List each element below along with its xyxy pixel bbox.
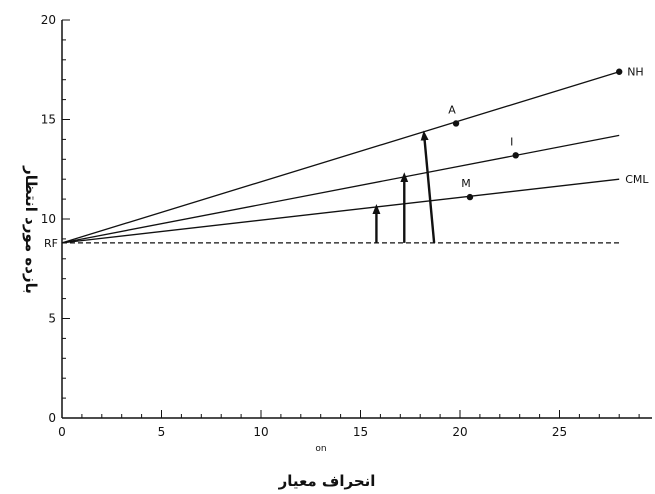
arrow-3 — [420, 130, 436, 243]
y-tick-label: 5 — [48, 312, 56, 326]
series-line-1 — [61, 134, 620, 244]
x-tick-label: 10 — [253, 425, 268, 439]
series-line-nh — [61, 71, 620, 244]
x-tick-label: 0 — [58, 425, 66, 439]
x-axis-fragment: on — [315, 444, 326, 454]
point-a — [452, 120, 460, 127]
point-label-m: M — [461, 177, 471, 190]
point-label-i: I — [510, 135, 513, 148]
point-label-a: A — [448, 103, 456, 116]
y-tick-label: 15 — [41, 113, 56, 127]
ticks: 0 5 10 15 20 0 5 10 15 20 25 — [41, 13, 640, 439]
series-line-cml — [61, 178, 620, 244]
rf-label: RF — [44, 237, 58, 250]
x-tick-label: 25 — [552, 425, 567, 439]
y-axis-title: بازده مورد انتظار — [22, 165, 40, 294]
point-m — [466, 193, 474, 201]
axes — [61, 20, 652, 419]
point-i — [512, 152, 519, 159]
series-label-cml: CML — [625, 173, 649, 186]
points — [452, 68, 623, 201]
y-tick-label: 10 — [41, 212, 56, 226]
series-lines — [61, 71, 620, 244]
x-tick-label: 20 — [452, 425, 467, 439]
arrows — [372, 130, 436, 243]
point-label-nh: NH — [627, 66, 644, 79]
y-tick-label: 0 — [48, 411, 56, 425]
y-tick-label: 20 — [41, 13, 56, 27]
x-tick-label: 5 — [158, 425, 166, 439]
point-nh — [616, 68, 623, 75]
labels: RF CML A I M NH — [44, 66, 649, 250]
x-tick-label: 15 — [353, 425, 368, 439]
x-axis-title: انحراف معیار — [278, 472, 376, 490]
